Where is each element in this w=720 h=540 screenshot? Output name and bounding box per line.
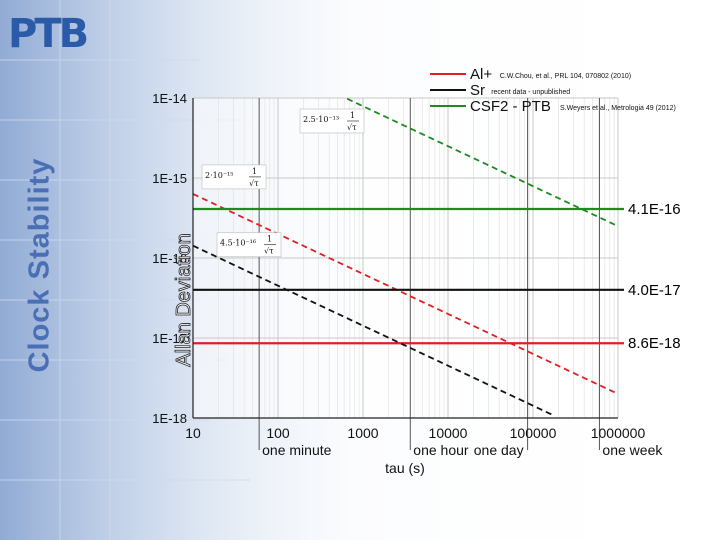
formula-denominator: √τ [347, 123, 357, 132]
floor-value-label: 4.0E-17 [628, 282, 681, 299]
formula-text: 2.5·10⁻¹³ [303, 115, 339, 124]
x-tick-label: 100 [266, 425, 290, 441]
legend-name: CSF2 - PTB [470, 98, 551, 115]
ptb-logo: PTB [8, 11, 89, 57]
formula-numerator: 1 [252, 167, 257, 176]
legend-note: recent data - unpublished [491, 89, 570, 96]
data-marks: 8.6E-184.0E-174.1E-162·10⁻¹⁵ 1√τ4.5·10⁻¹⁶… [192, 97, 681, 417]
y-tick-label: 1E-17 [152, 331, 187, 346]
x-tick-label: 10000 [429, 425, 468, 441]
time-marker-label: one hour [413, 442, 469, 458]
formula-annotation: 2.5·10⁻¹³ 1 √τ [299, 108, 365, 134]
y-tick-label: 1E-14 [152, 91, 187, 106]
formula-text: 2·10⁻¹⁵ [205, 171, 233, 180]
floor-value-label: 8.6E-18 [628, 335, 681, 352]
formula-text: 4.5·10⁻¹⁶ [220, 239, 256, 248]
grid [192, 97, 619, 450]
formula-denominator: √τ [249, 179, 259, 188]
legend-name: Al+ [470, 66, 492, 83]
legend-name: Sr [470, 82, 485, 99]
legend: Al+ C.W.Chou, et al., PRL 104, 070802 (20… [430, 66, 676, 115]
trend-line [192, 193, 619, 395]
floor-value-label: 4.1E-16 [628, 201, 681, 218]
formula-numerator: 1 [350, 111, 355, 120]
formula-numerator: 1 [267, 235, 272, 244]
time-marker-label: one minute [262, 442, 331, 458]
legend-note: C.W.Chou, et al., PRL 104, 070802 (2010) [500, 73, 631, 80]
x-tick-label: 1000000 [591, 425, 646, 441]
formula-annotation: 2·10⁻¹⁵ 1 √τ [201, 164, 267, 190]
formula-denominator: √τ [264, 247, 274, 256]
formula-annotation: 4.5·10⁻¹⁶ 1 √τ [216, 232, 282, 258]
trend-line [192, 244, 555, 417]
y-tick-label: 1E-18 [152, 411, 187, 426]
x-axis-title: tau (s) [385, 460, 425, 476]
y-axis-title: Allan Deviation [173, 233, 195, 366]
time-marker-label: one week [602, 442, 663, 458]
y-tick-label: 1E-15 [152, 171, 187, 186]
x-tick-label: 100000 [510, 425, 557, 441]
time-marker-label: one day [474, 442, 524, 458]
x-tick-label: 10 [185, 425, 201, 441]
y-tick-label: 1E-16 [152, 251, 187, 266]
x-tick-label: 1000 [347, 425, 378, 441]
legend-note: S.Weyers et al., Metrologia 49 (2012) [560, 105, 676, 112]
